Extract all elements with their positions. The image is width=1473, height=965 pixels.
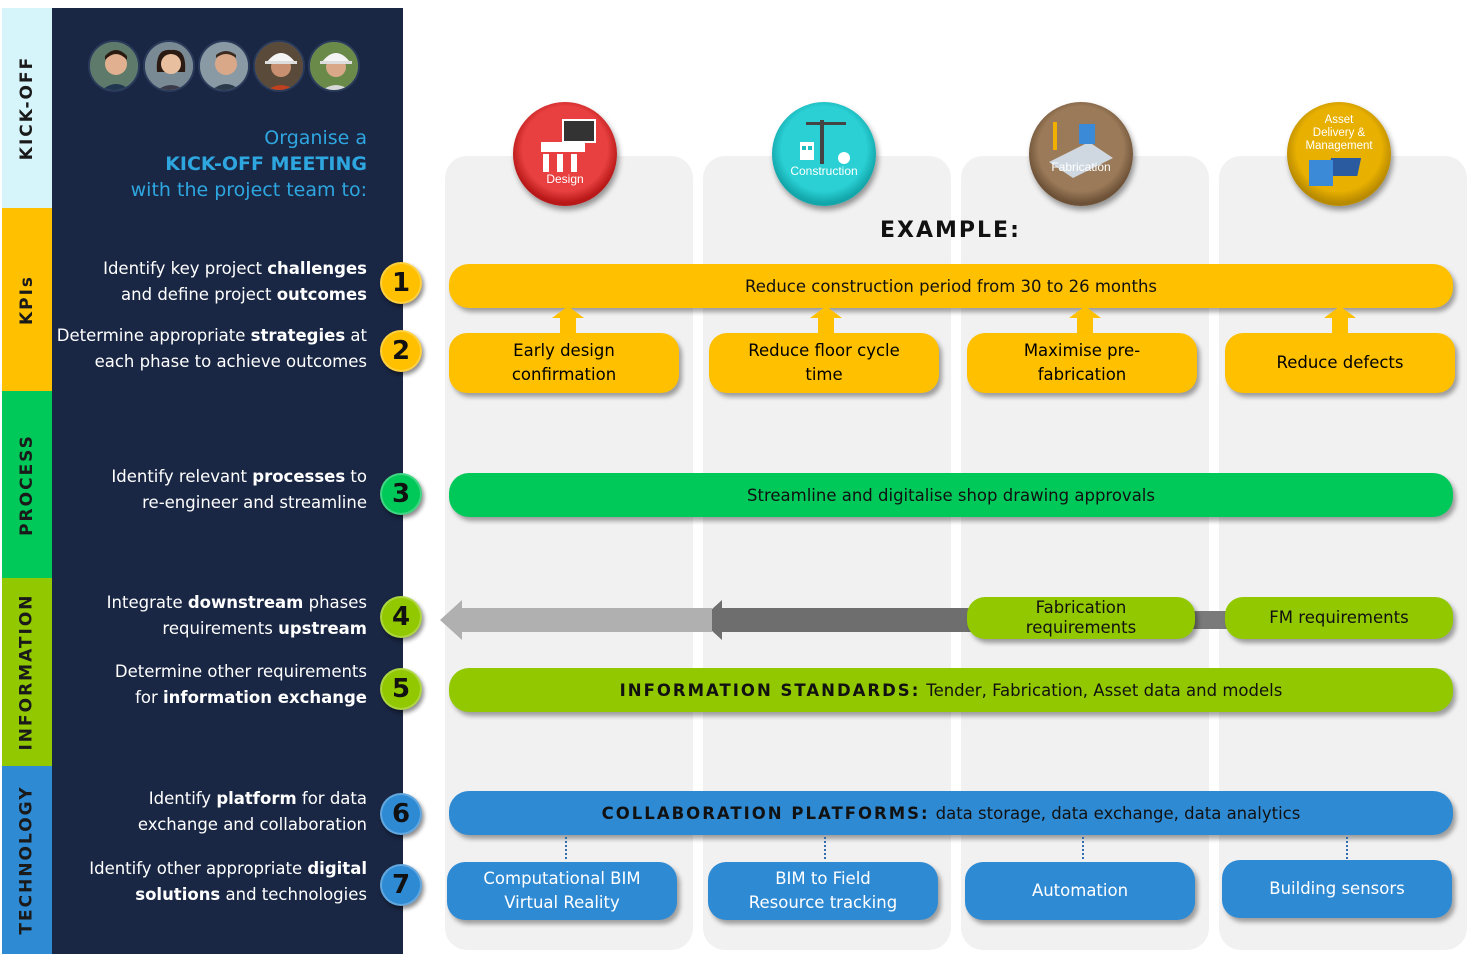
asset-phase-icon: Asset Delivery & Management [1287,102,1391,206]
example-heading: EXAMPLE: [880,218,1021,243]
step-2-text: Determine appropriate strategies at each… [56,326,367,371]
strategy-design: Early design confirmation [449,333,679,393]
intro-line-3: with the project team to: [130,179,367,201]
kickoff-intro: Organise a KICK-OFF MEETING with the pro… [131,125,367,203]
category-kickoff-label: KICK-OFF [17,55,37,161]
category-kickoff: KICK-OFF [2,8,52,208]
information-flow-arrows [440,600,1230,640]
flow-arrow-dark [700,600,975,640]
category-information: INFORMATION [2,578,52,766]
team-avatar-4 [253,40,305,92]
flow-arrow-light [440,600,712,640]
intro-line-1: Organise a [264,127,367,149]
connector-3 [1082,837,1084,859]
fabrication-requirements: Fabrication requirements [967,597,1195,639]
strategy-arrow-1 [552,306,584,336]
fabrication-phase-label: Fabrication [1051,160,1111,174]
strategy-asset: Reduce defects [1225,333,1455,393]
strategy-fabrication: Maximise pre-fabrication [967,333,1197,393]
kpi-outcome-bar: Reduce construction period from 30 to 26… [449,264,1453,308]
strategy-arrow-4 [1324,306,1356,336]
fm-requirements: FM requirements [1225,597,1453,639]
information-standards-bar: INFORMATION STANDARDS: Tender, Fabricatio… [449,668,1453,712]
solution-building-sensors: Building sensors [1222,860,1452,918]
team-avatar-3 [198,40,250,92]
team-avatar-1 [88,40,140,92]
solution-bim-to-field: BIM to Field Resource tracking [708,862,938,920]
step-number-2: 2 [380,330,422,372]
connector-4 [1346,837,1348,859]
information-standards-text: Tender, Fabrication, Asset data and mode… [926,680,1283,700]
team-avatar-2 [143,40,195,92]
asset-phase-label: Asset Delivery & Management [1305,114,1373,152]
step-number-6: 6 [380,793,422,835]
step-number-7: 7 [380,864,422,906]
step-number-5: 5 [380,668,422,710]
step-4-text: Integrate downstream phases requirements… [106,593,367,638]
construction-phase-label: Construction [790,164,858,178]
step-number-3: 3 [380,473,422,515]
step-7-text: Identify other appropriate digital solut… [89,859,367,904]
flow-arrow-shaft-right [1190,611,1230,629]
connector-1 [565,837,567,859]
category-process-label: PROCESS [17,433,38,536]
fabrication-phase-icon: Fabrication [1029,102,1133,206]
strategy-arrows [552,306,1356,336]
step-3-text: Identify relevant processes to re-engine… [111,467,367,512]
design-phase-icon: Design [513,102,617,206]
step-6-text: Identify platform for data exchange and … [137,789,367,834]
solution-automation: Automation [965,862,1195,920]
team-avatar-5 [308,40,360,92]
intro-line-2: KICK-OFF MEETING [131,151,367,177]
category-process: PROCESS [2,391,52,578]
collaboration-platforms-text: data storage, data exchange, data analyt… [935,803,1301,823]
strategy-arrow-2 [810,306,842,336]
category-technology: TECHNOLOGY [2,766,52,954]
steps-panel [52,8,403,954]
connector-2 [824,837,826,859]
category-technology-label: TECHNOLOGY [17,785,38,935]
strategy-arrow-3 [1069,306,1101,336]
collaboration-platforms-title: COLLABORATION PLATFORMS: [601,803,930,823]
collaboration-platforms-bar: COLLABORATION PLATFORMS: data storage, da… [449,791,1453,835]
intro-kickoff-meeting: KICK-OFF MEETING [165,153,367,175]
construction-phase-icon: Construction [772,102,876,206]
process-bar: Streamline and digitalise shop drawing a… [449,473,1453,517]
solution-computational-bim: Computational BIM Virtual Reality [447,862,677,920]
information-standards-title: INFORMATION STANDARDS: [619,680,921,700]
step-1-text: Identify key project challenges and defi… [103,259,367,304]
category-kpis: KPIs [2,208,52,391]
strategy-construction: Reduce floor cycle time [709,333,939,393]
design-phase-label: Design [546,172,584,186]
step-5-text: Determine other requirements for informa… [114,662,367,707]
step-number-1: 1 [380,262,422,304]
step-number-4: 4 [380,596,422,638]
